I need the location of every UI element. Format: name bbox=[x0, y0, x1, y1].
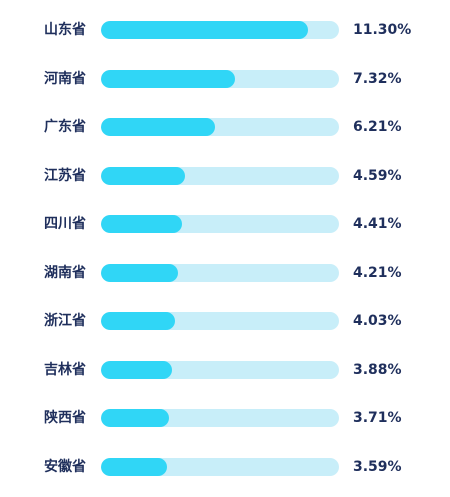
bar bbox=[101, 69, 235, 88]
bar bbox=[101, 21, 308, 39]
value-label: 11.30% bbox=[353, 22, 412, 38]
value-label: 4.03% bbox=[353, 313, 402, 329]
bar-track bbox=[101, 215, 339, 233]
bar-row: 吉林省 3.88% bbox=[0, 360, 450, 380]
category-label: 河南省 bbox=[44, 70, 86, 87]
category-label: 湖南省 bbox=[44, 264, 86, 281]
bar-track bbox=[101, 263, 339, 282]
bar bbox=[101, 409, 169, 427]
value-label: 3.71% bbox=[353, 410, 402, 426]
category-label: 吉林省 bbox=[44, 361, 86, 378]
value-label: 4.21% bbox=[353, 264, 402, 281]
bar-row: 广东省 6.21% bbox=[0, 117, 450, 137]
value-label: 4.41% bbox=[353, 216, 402, 232]
bar-track bbox=[101, 69, 339, 88]
category-label: 浙江省 bbox=[44, 313, 86, 329]
bar bbox=[101, 118, 215, 136]
category-label: 四川省 bbox=[44, 216, 86, 232]
category-label: 山东省 bbox=[44, 22, 86, 38]
bar bbox=[101, 360, 172, 379]
bar-track bbox=[101, 409, 339, 427]
value-label: 6.21% bbox=[353, 119, 402, 135]
value-label: 3.88% bbox=[353, 361, 402, 378]
bar-row: 浙江省 4.03% bbox=[0, 311, 450, 331]
bar-row: 山东省 11.30% bbox=[0, 20, 450, 40]
bar bbox=[101, 263, 179, 282]
bar-track bbox=[101, 166, 339, 185]
bar-track bbox=[101, 312, 339, 330]
category-label: 广东省 bbox=[44, 119, 86, 135]
bar-row: 四川省 4.41% bbox=[0, 214, 450, 234]
bar-row: 安徽省 3.59% bbox=[0, 457, 450, 477]
bar bbox=[101, 215, 182, 233]
bar-track bbox=[101, 118, 339, 136]
category-label: 江苏省 bbox=[44, 167, 86, 184]
value-label: 3.59% bbox=[353, 458, 402, 475]
category-label: 安徽省 bbox=[44, 458, 86, 475]
bar bbox=[101, 166, 185, 185]
category-label: 陕西省 bbox=[44, 410, 86, 426]
value-label: 7.32% bbox=[353, 70, 402, 87]
bar-row: 湖南省 4.21% bbox=[0, 263, 450, 283]
bar-row: 陕西省 3.71% bbox=[0, 408, 450, 428]
bar-track bbox=[101, 21, 339, 39]
bar-track bbox=[101, 457, 339, 476]
bar-row: 江苏省 4.59% bbox=[0, 166, 450, 186]
value-label: 4.59% bbox=[353, 167, 402, 184]
bar bbox=[101, 457, 167, 476]
bar-row: 河南省 7.32% bbox=[0, 69, 450, 89]
bar-track bbox=[101, 360, 339, 379]
bar bbox=[101, 312, 175, 330]
